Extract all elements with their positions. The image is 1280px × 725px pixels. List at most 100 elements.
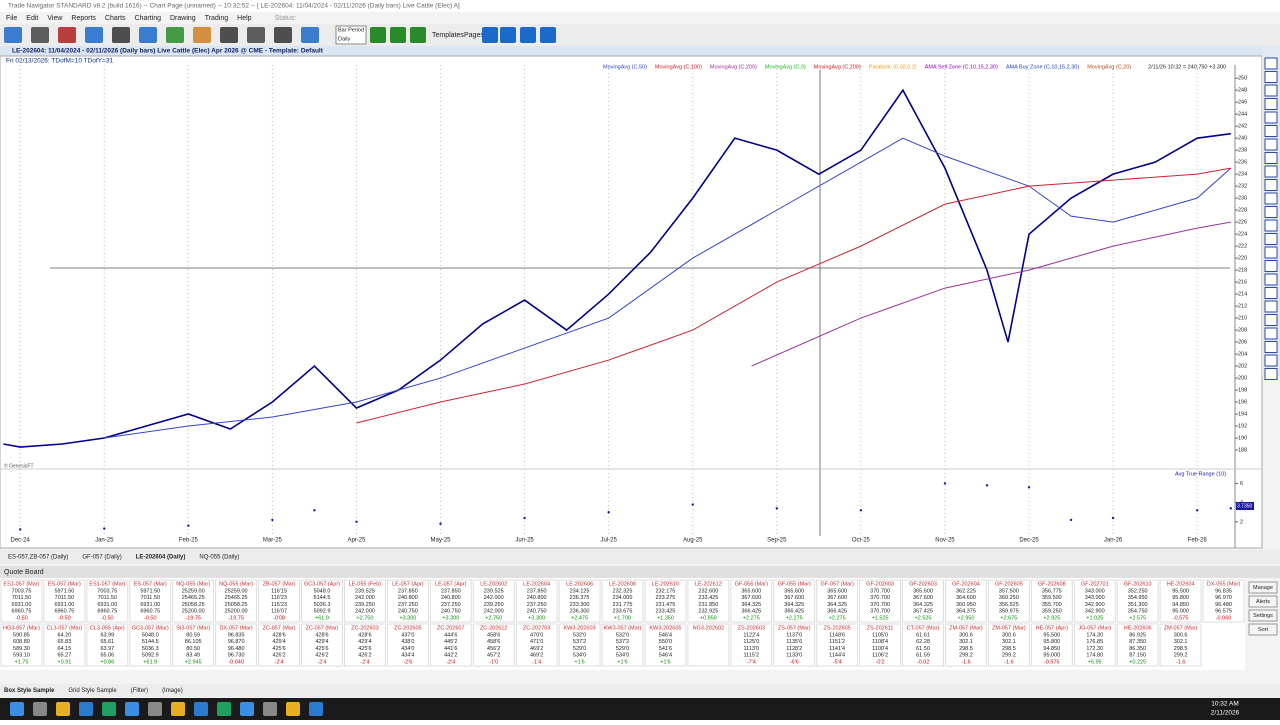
quote-cell[interactable] (816, 579, 859, 623)
quote-cell[interactable] (215, 623, 258, 667)
quote-cell[interactable] (1202, 579, 1245, 623)
quote-button-label[interactable]: Sort (1258, 627, 1269, 633)
toolbar-button[interactable] (85, 27, 103, 43)
taskbar-icon[interactable] (10, 702, 24, 716)
toolbar-button[interactable] (370, 27, 386, 43)
drawing-tool[interactable] (1264, 152, 1278, 164)
quote-cell[interactable] (944, 579, 987, 623)
quote-cell[interactable] (0, 579, 43, 623)
quote-button[interactable] (1248, 595, 1278, 608)
menu-item[interactable]: Edit (26, 15, 38, 22)
quote-cell[interactable] (987, 579, 1030, 623)
quote-cell[interactable] (558, 579, 601, 623)
quote-cell[interactable] (343, 623, 386, 667)
quote-cell[interactable] (1030, 579, 1073, 623)
quote-cell[interactable] (343, 579, 386, 623)
toolbar-button[interactable] (410, 27, 426, 43)
drawing-tool[interactable] (1264, 98, 1278, 110)
taskbar-icon[interactable] (171, 702, 185, 716)
taskbar-icon[interactable] (217, 702, 231, 716)
drawing-tool[interactable] (1264, 314, 1278, 326)
quote-cell[interactable] (515, 623, 558, 667)
taskbar-icon[interactable] (148, 702, 162, 716)
drawing-tool[interactable] (1264, 57, 1278, 70)
drawing-tool[interactable] (1264, 111, 1278, 124)
quote-cell[interactable] (730, 579, 773, 623)
taskbar-icon[interactable] (102, 702, 116, 716)
quote-cell[interactable] (773, 579, 816, 623)
menu-item[interactable]: File (6, 15, 17, 22)
taskbar-icon[interactable] (125, 702, 139, 716)
sheet-tab[interactable]: (Image) (162, 688, 183, 694)
quote-cell[interactable] (215, 579, 258, 623)
toolbar-button[interactable] (482, 27, 498, 43)
drawing-tool[interactable] (1264, 354, 1278, 367)
drawing-tool[interactable] (1264, 206, 1278, 218)
drawing-tool[interactable] (1264, 165, 1278, 178)
quote-cell[interactable] (129, 623, 172, 667)
quote-cell[interactable] (601, 579, 644, 623)
drawing-tool[interactable] (1264, 71, 1278, 83)
taskbar-icon[interactable] (309, 702, 323, 716)
period-box[interactable] (335, 25, 367, 45)
toolbar-button[interactable] (500, 27, 516, 43)
drawing-tool[interactable] (1264, 260, 1278, 272)
drawing-tool[interactable] (1264, 192, 1278, 205)
drawing-tool[interactable] (1264, 341, 1278, 353)
quote-cell[interactable] (129, 579, 172, 623)
quote-button[interactable] (1248, 609, 1278, 622)
toolbar-button[interactable] (139, 27, 157, 43)
menu-item[interactable]: Status: (275, 15, 297, 22)
pages-button[interactable]: Pages (464, 32, 484, 39)
sheet-tab[interactable]: Grid Style Sample (68, 688, 117, 694)
quote-cell[interactable] (987, 623, 1030, 667)
quote-cell[interactable] (43, 623, 86, 667)
quote-cell[interactable] (429, 579, 472, 623)
templates-button[interactable]: Templates (432, 32, 464, 39)
quote-cell[interactable] (386, 579, 429, 623)
quote-cell[interactable] (644, 579, 687, 623)
toolbar-button[interactable] (31, 27, 49, 43)
quote-cell[interactable] (472, 623, 515, 667)
quote-cell[interactable] (1159, 623, 1202, 667)
drawing-tool[interactable] (1264, 84, 1278, 97)
quote-cell[interactable] (1073, 579, 1116, 623)
quote-cell[interactable] (773, 623, 816, 667)
quote-cell[interactable] (1116, 623, 1159, 667)
toolbar-button[interactable] (4, 27, 22, 43)
menu-item[interactable]: Trading (205, 15, 229, 22)
toolbar-button[interactable] (166, 27, 184, 43)
toolbar-button[interactable] (112, 27, 130, 43)
toolbar-button[interactable] (390, 27, 406, 43)
drawing-tool[interactable] (1264, 287, 1278, 299)
quote-cell[interactable] (258, 579, 301, 623)
drawing-tool[interactable] (1264, 125, 1278, 137)
toolbar-button[interactable] (520, 27, 536, 43)
sheet-tab[interactable]: Box Style Sample (4, 688, 55, 694)
quote-cell[interactable] (1073, 623, 1116, 667)
menu-item[interactable]: Charts (105, 15, 126, 22)
quote-cell[interactable] (258, 623, 301, 667)
chart-tab[interactable]: LE-202604 (Daily) (136, 555, 186, 561)
quote-cell[interactable] (86, 579, 129, 623)
quote-button-label[interactable]: Alerts (1256, 599, 1270, 605)
quote-cell[interactable] (1159, 579, 1202, 623)
drawing-tool[interactable] (1264, 219, 1278, 232)
quote-button[interactable] (1248, 581, 1278, 594)
toolbar-button[interactable] (247, 27, 265, 43)
quote-button-label[interactable]: Settings (1253, 613, 1273, 619)
quote-cell[interactable] (644, 623, 687, 667)
quote-cell[interactable] (301, 623, 343, 667)
menu-item[interactable]: Help (237, 15, 252, 22)
toolbar-button[interactable] (274, 27, 292, 43)
quote-cell[interactable] (601, 623, 644, 667)
quote-button-label[interactable]: Manage (1253, 585, 1273, 591)
taskbar-icon[interactable] (240, 702, 254, 716)
drawing-tool[interactable] (1264, 368, 1278, 380)
quote-cell[interactable] (301, 579, 343, 623)
quote-cell[interactable] (859, 579, 902, 623)
quote-cell[interactable] (429, 623, 472, 667)
quote-cell[interactable] (730, 623, 773, 667)
taskbar-icon[interactable] (263, 702, 277, 716)
drawing-tool[interactable] (1264, 327, 1278, 340)
